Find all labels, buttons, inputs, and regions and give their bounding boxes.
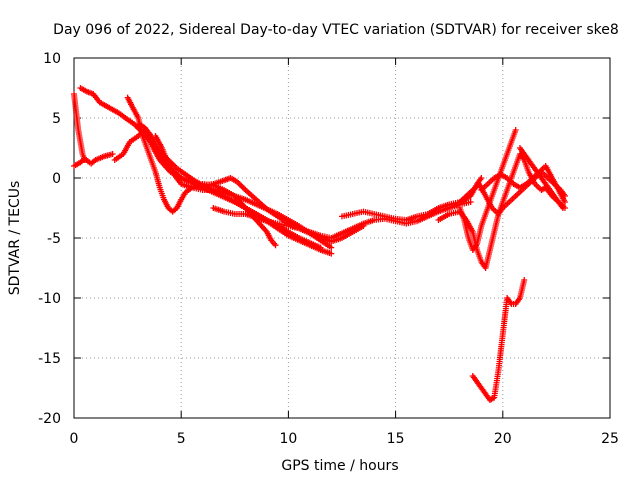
series-track-7 <box>152 133 335 251</box>
data-point <box>236 181 243 188</box>
x-tick-label: 10 <box>279 431 297 447</box>
x-tick-label: 20 <box>494 431 512 447</box>
series-track-6 <box>135 121 367 245</box>
data-point <box>478 175 485 181</box>
y-tick-label: 0 <box>52 171 61 187</box>
y-axis-label: SDTVAR / TECUs <box>7 181 23 296</box>
series-track-1 <box>71 151 116 169</box>
x-tick-label: 15 <box>387 431 405 447</box>
data-point <box>559 205 566 211</box>
data-point <box>109 151 116 157</box>
x-axis-label: GPS time / hours <box>281 458 398 474</box>
data-point <box>272 242 279 249</box>
y-tick-label: -5 <box>47 231 61 247</box>
y-tick-label: 5 <box>52 111 61 127</box>
y-tick-label: -10 <box>38 291 61 307</box>
x-tick-label: 0 <box>70 431 79 447</box>
data-point <box>512 127 519 133</box>
data-point <box>328 244 335 251</box>
series-track-14 <box>516 145 566 211</box>
x-tick-label: 5 <box>177 431 186 447</box>
x-tick-label: 25 <box>601 431 619 447</box>
chart-title: Day 096 of 2022, Sidereal Day-to-day VTE… <box>53 22 619 38</box>
axis-ticks: 0 5 10 15 20 25 -20 -15 -10 -5 0 5 10 <box>38 51 619 447</box>
data-point <box>561 199 568 205</box>
series-track-15 <box>469 277 528 403</box>
series-track-9 <box>339 175 485 223</box>
data-point <box>238 182 245 189</box>
data-point <box>521 277 528 283</box>
series-track-2 <box>71 91 88 163</box>
series-track-5 <box>124 94 279 249</box>
data-point <box>467 199 474 205</box>
data-point <box>241 185 248 192</box>
series-track-12 <box>456 127 519 253</box>
y-tick-label: -15 <box>38 351 61 367</box>
data-point <box>81 157 88 163</box>
data-point <box>239 184 246 191</box>
y-tick-label: 10 <box>43 51 61 67</box>
y-tick-label: -20 <box>38 411 61 427</box>
series-track-8 <box>210 199 474 241</box>
data-point <box>328 250 335 257</box>
data-marks <box>71 85 568 403</box>
